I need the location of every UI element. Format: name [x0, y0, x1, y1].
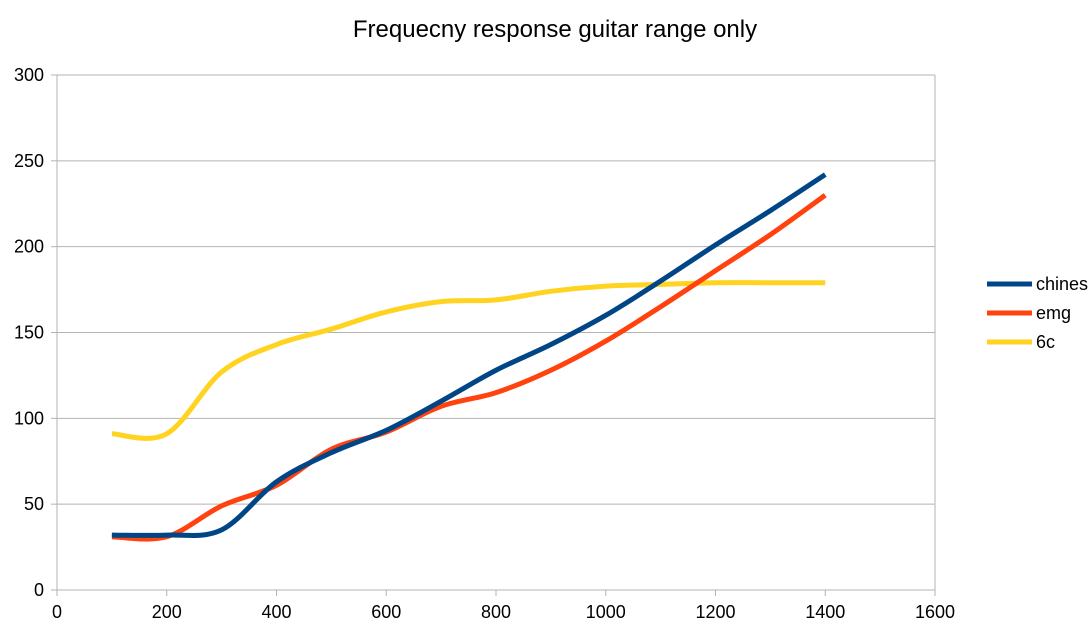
series-line-emg — [111, 193, 827, 542]
x-tick-label: 600 — [371, 602, 401, 622]
y-tick-label: 200 — [14, 237, 44, 257]
x-tick-label: 1000 — [586, 602, 626, 622]
y-tick-label: 300 — [14, 65, 44, 85]
legend-label-chines: chines — [1036, 274, 1088, 294]
series-line-chines — [111, 172, 827, 538]
chart-title: Frequecny response guitar range only — [353, 16, 757, 43]
y-tick-label: 50 — [24, 494, 44, 514]
gridlines — [57, 74, 935, 505]
y-tick-label: 100 — [14, 408, 44, 428]
plot-area — [111, 172, 827, 542]
y-tick-label: 250 — [14, 151, 44, 171]
axes: 0 50 100 150 200 250 300 0 200 400 600 800 1000 1200 1… — [14, 65, 955, 622]
series-line-6c — [111, 280, 826, 441]
legend: chines emg 6c — [987, 274, 1088, 352]
x-tick-label: 1200 — [695, 602, 735, 622]
x-tick-label: 1400 — [805, 602, 845, 622]
legend-label-6c: 6c — [1036, 332, 1055, 352]
y-tick-label: 150 — [14, 323, 44, 343]
x-tick-label: 200 — [152, 602, 182, 622]
x-tick-label: 800 — [481, 602, 511, 622]
x-tick-label: 1600 — [915, 602, 955, 622]
legend-label-emg: emg — [1036, 303, 1071, 323]
y-tick-label: 0 — [34, 580, 44, 600]
x-tick-label: 0 — [52, 602, 62, 622]
x-tick-label: 400 — [261, 602, 291, 622]
